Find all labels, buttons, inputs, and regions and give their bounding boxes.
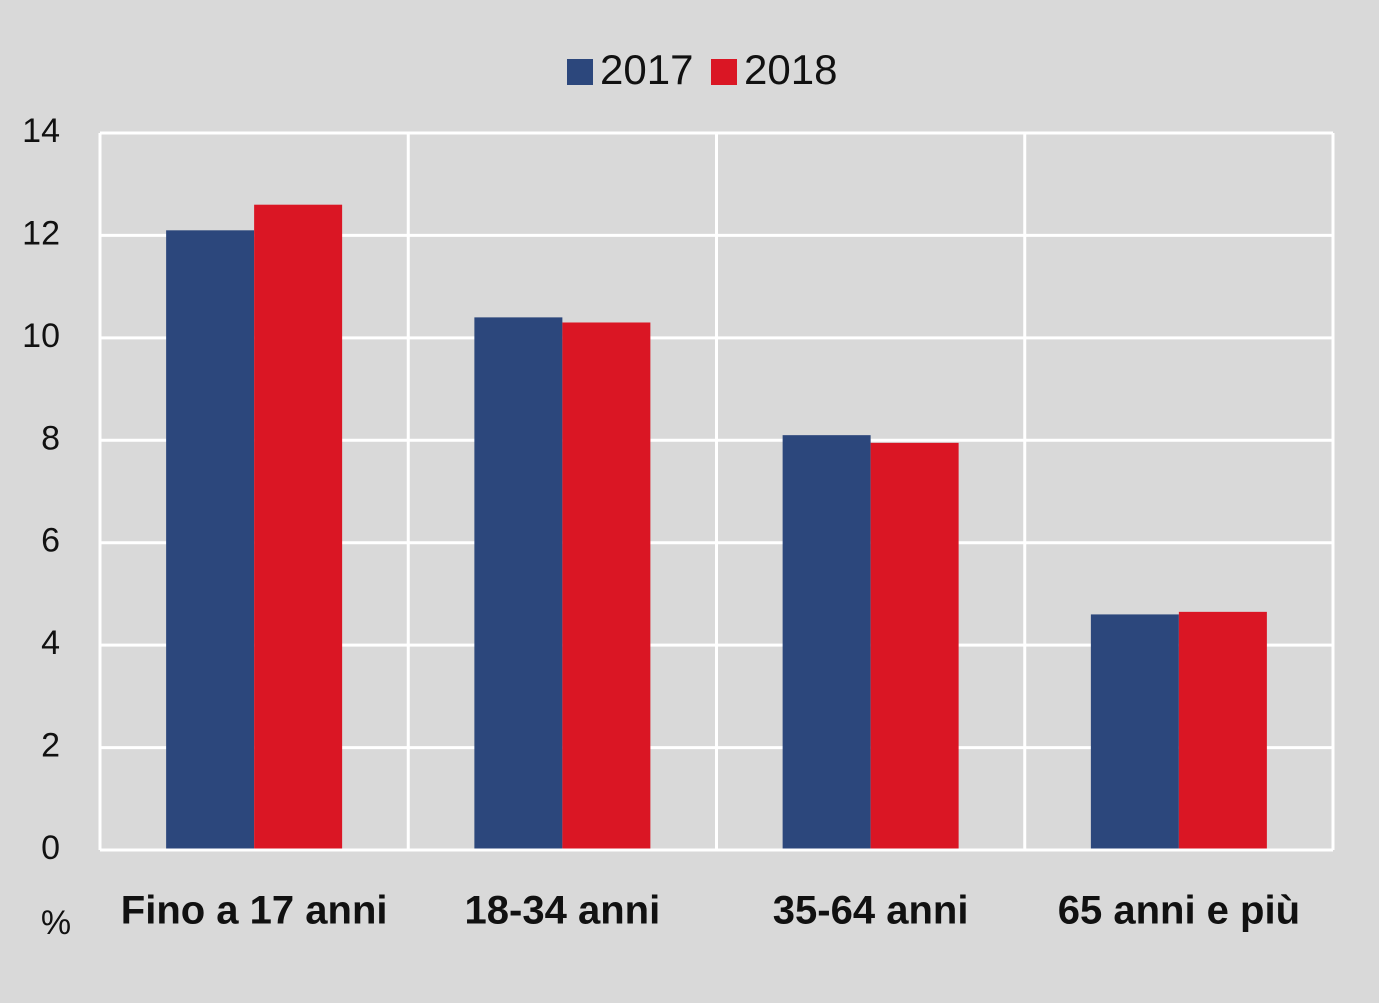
bar-2018-2 xyxy=(870,442,959,850)
bar-2018-0 xyxy=(254,204,343,850)
legend: 2017 2018 xyxy=(567,46,837,93)
bars xyxy=(166,204,1267,851)
category-label: 18-34 anni xyxy=(465,889,661,933)
bar-2017-2 xyxy=(782,435,871,850)
bar-2017-0 xyxy=(166,230,255,851)
axes xyxy=(98,133,1333,852)
bar-2017-3 xyxy=(1090,614,1179,850)
y-tick-label: 4 xyxy=(41,624,60,662)
y-tick-label: 12 xyxy=(22,214,60,252)
category-labels: Fino a 17 anni 18-34 anni 35-64 anni 65 ann… xyxy=(121,889,1300,933)
category-label: Fino a 17 anni xyxy=(121,889,388,933)
y-tick-label: 10 xyxy=(22,317,60,355)
bar-2018-3 xyxy=(1178,611,1267,850)
y-tick-label: 0 xyxy=(41,829,60,867)
legend-swatch-2017 xyxy=(567,59,593,85)
legend-label: 2018 xyxy=(744,46,837,93)
y-tick-label: 2 xyxy=(41,727,60,765)
legend-swatch-2018 xyxy=(711,59,737,85)
category-label: 65 anni e più xyxy=(1058,889,1300,933)
legend-label: 2017 xyxy=(600,46,693,93)
y-tick-label: 6 xyxy=(41,522,60,560)
bar-2018-1 xyxy=(562,322,651,850)
y-tick-label: 8 xyxy=(41,419,60,457)
y-tick-labels: 0 2 4 6 8 10 12 14 xyxy=(22,112,60,867)
bar-2017-1 xyxy=(474,317,563,850)
y-tick-label: 14 xyxy=(22,112,60,150)
category-label: 35-64 anni xyxy=(773,889,969,933)
y-axis-unit-label: % xyxy=(41,904,71,942)
